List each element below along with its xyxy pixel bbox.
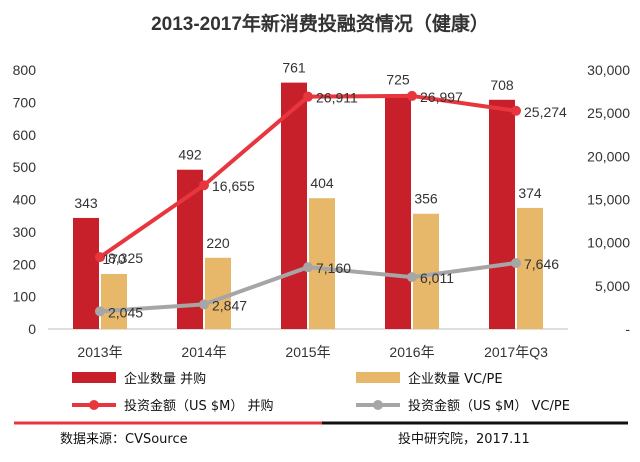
data-label: 761 — [282, 60, 306, 76]
data-label: 7,160 — [316, 260, 351, 276]
y-tick-label-right: 15,000 — [587, 192, 630, 208]
data-label: 2,045 — [108, 304, 143, 320]
x-axis: 2013年 2014年 2015年 2016年 2017年Q3 — [77, 344, 548, 360]
legend: 企业数量 并购 企业数量 VC/PE 投资金额（US $M） 并购 投资金额（US $… — [72, 371, 570, 414]
footer-source: 数据来源：CVSource — [60, 432, 188, 447]
line-point — [95, 252, 105, 263]
data-label: 708 — [490, 77, 514, 93]
y-tick-label-left: 800 — [13, 62, 37, 78]
x-tick-label: 2014年 — [181, 344, 226, 360]
line-point — [511, 105, 521, 116]
data-label: 7,646 — [524, 256, 559, 272]
data-labels: 343 492 761 725 708 170 220 404 356 374 8,325 16,65… — [74, 60, 567, 321]
y-tick-label-right: 20,000 — [587, 148, 630, 164]
series-line — [98, 93, 517, 259]
y-tick-label-left: 400 — [13, 192, 37, 208]
data-label: 374 — [518, 185, 542, 201]
data-label: 26,911 — [316, 90, 358, 106]
y-axis-right: - 5,000 10,000 15,000 20,000 25,000 30,000 — [587, 62, 630, 337]
x-tick-label: 2015年 — [285, 344, 330, 360]
footer-credit: 投中研究院，2017.11 — [398, 431, 530, 447]
legend-label: 企业数量 并购 — [124, 371, 206, 387]
y-tick-label-left: 0 — [28, 321, 36, 337]
line-point — [95, 306, 105, 317]
data-label: 404 — [310, 175, 334, 191]
legend-swatch-marker — [89, 400, 99, 410]
legend-swatch — [72, 372, 116, 383]
bar — [73, 217, 99, 329]
data-label: 220 — [206, 235, 230, 251]
data-label: 25,274 — [524, 104, 567, 120]
x-tick-label: 2016年 — [389, 344, 434, 360]
y-tick-label-right: 10,000 — [587, 235, 630, 251]
data-label: 8,325 — [108, 250, 143, 266]
data-label: 356 — [414, 191, 438, 207]
y-tick-label-right: 5,000 — [595, 278, 630, 294]
y-tick-label-left: 700 — [13, 94, 37, 110]
y-tick-label-right: - — [625, 321, 630, 337]
data-label: 26,997 — [420, 89, 463, 105]
data-label: 16,655 — [212, 178, 255, 194]
line-point — [199, 180, 209, 191]
data-label: 343 — [74, 195, 98, 211]
line-point — [199, 299, 209, 310]
x-tick-label: 2013年 — [77, 344, 122, 360]
data-label: 725 — [386, 71, 410, 87]
y-tick-label-left: 200 — [13, 256, 37, 272]
line-point — [303, 262, 313, 273]
data-label: 6,011 — [420, 270, 454, 286]
bar — [489, 99, 515, 329]
y-axis-left: 0 100 200 300 400 500 600 700 800 — [13, 62, 37, 337]
y-tick-label-right: 30,000 — [587, 62, 630, 78]
bar — [205, 257, 231, 329]
legend-label: 投资金额（US $M） VC/PE — [408, 398, 570, 414]
bar — [517, 207, 543, 329]
data-label: 2,847 — [212, 297, 247, 313]
bar — [281, 82, 307, 329]
line-point — [303, 91, 313, 102]
chart-title: 2013-2017年新消费投融资情况（健康） — [151, 12, 489, 35]
legend-swatch-marker — [373, 400, 383, 410]
line-point — [407, 90, 417, 101]
data-label: 492 — [178, 147, 202, 163]
data-label: 170 — [102, 251, 126, 267]
bar — [385, 94, 411, 329]
legend-swatch — [356, 372, 400, 383]
bar — [309, 198, 335, 329]
bar-series — [73, 82, 543, 329]
bar — [413, 213, 439, 329]
y-tick-label-left: 100 — [13, 289, 37, 305]
legend-label: 企业数量 VC/PE — [408, 371, 503, 387]
line-point — [407, 272, 417, 283]
bar — [101, 273, 127, 329]
y-tick-label-left: 300 — [13, 224, 37, 240]
line-point — [511, 257, 521, 268]
legend-label: 投资金额（US $M） 并购 — [124, 398, 274, 414]
line-series — [95, 90, 521, 317]
y-tick-label-left: 600 — [13, 127, 37, 143]
x-tick-label: 2017年Q3 — [484, 344, 548, 360]
y-tick-label-left: 500 — [13, 159, 37, 175]
y-tick-label-right: 25,000 — [587, 105, 630, 121]
